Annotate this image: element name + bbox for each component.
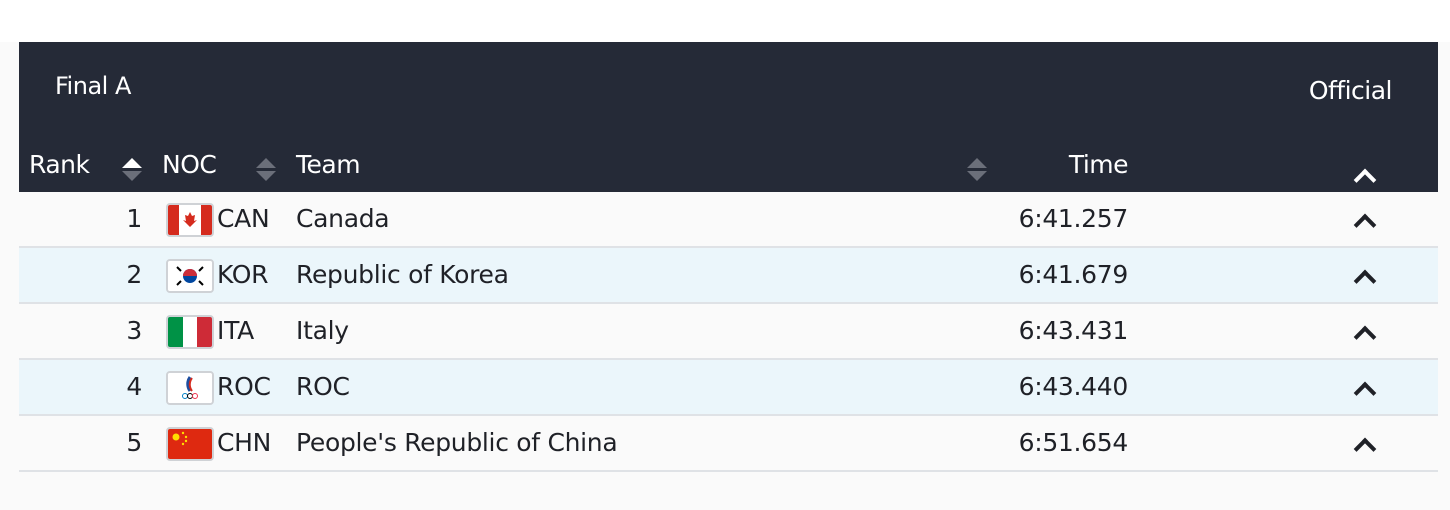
china-flag-icon (166, 427, 214, 461)
time: 6:41.679 (1018, 260, 1129, 289)
korea-flag-icon (166, 259, 214, 293)
team-name: Italy (296, 316, 349, 345)
noc-code: KOR (217, 260, 269, 289)
rank: 3 (126, 316, 142, 345)
rank: 5 (126, 428, 142, 457)
expand-chevron-up-icon[interactable] (1353, 269, 1377, 293)
expand-chevron-up-icon[interactable] (1353, 381, 1377, 405)
collapse-all-chevron-up-icon[interactable] (1353, 168, 1377, 192)
table-row[interactable]: 1 CAN Canada 6:41.257 (19, 192, 1438, 248)
rank: 1 (126, 204, 142, 233)
table-row[interactable]: 3 ITA Italy 6:43.431 (19, 304, 1438, 360)
expand-chevron-up-icon[interactable] (1353, 325, 1377, 349)
rank: 2 (126, 260, 142, 289)
expand-chevron-up-icon[interactable] (1353, 213, 1377, 237)
italy-flag-icon (166, 315, 214, 349)
noc-code: CAN (217, 204, 270, 233)
team-name: Canada (296, 204, 390, 233)
roc-flag-icon (166, 371, 214, 405)
table-body: 1 CAN Canada 6:41.257 2 KOR Republic of … (19, 192, 1438, 472)
results-table: Final A Official Rank NOC Team Time 1 CA… (19, 42, 1438, 472)
sort-noc-icon[interactable] (256, 156, 276, 184)
team-name: People's Republic of China (296, 428, 618, 457)
team-name: ROC (296, 372, 350, 401)
table-title: Final A (55, 72, 131, 100)
noc-code: ITA (217, 316, 254, 345)
team-name: Republic of Korea (296, 260, 509, 289)
table-row[interactable]: 4 ROC ROC 6:43.440 (19, 360, 1438, 416)
rank: 4 (126, 372, 142, 401)
table-row[interactable]: 5 CHN People's Republic of China 6:51.65… (19, 416, 1438, 472)
noc-code: ROC (217, 372, 271, 401)
column-time[interactable]: Time (1068, 150, 1129, 179)
table-row[interactable]: 2 KOR Republic of Korea 6:41.679 (19, 248, 1438, 304)
column-noc[interactable]: NOC (162, 150, 217, 179)
sort-rank-icon[interactable] (122, 156, 142, 184)
time: 6:43.431 (1018, 316, 1129, 345)
expand-chevron-up-icon[interactable] (1353, 437, 1377, 461)
time: 6:51.654 (1018, 428, 1129, 457)
noc-code: CHN (217, 428, 272, 457)
column-rank[interactable]: Rank (29, 150, 90, 179)
column-team[interactable]: Team (296, 150, 361, 179)
status-label: Official (1308, 76, 1393, 105)
page-top (0, 0, 1450, 42)
table-header: Final A Official Rank NOC Team Time (19, 42, 1438, 192)
canada-flag-icon (166, 203, 214, 237)
time: 6:41.257 (1018, 204, 1129, 233)
time: 6:43.440 (1018, 372, 1129, 401)
sort-team-icon[interactable] (967, 156, 987, 184)
